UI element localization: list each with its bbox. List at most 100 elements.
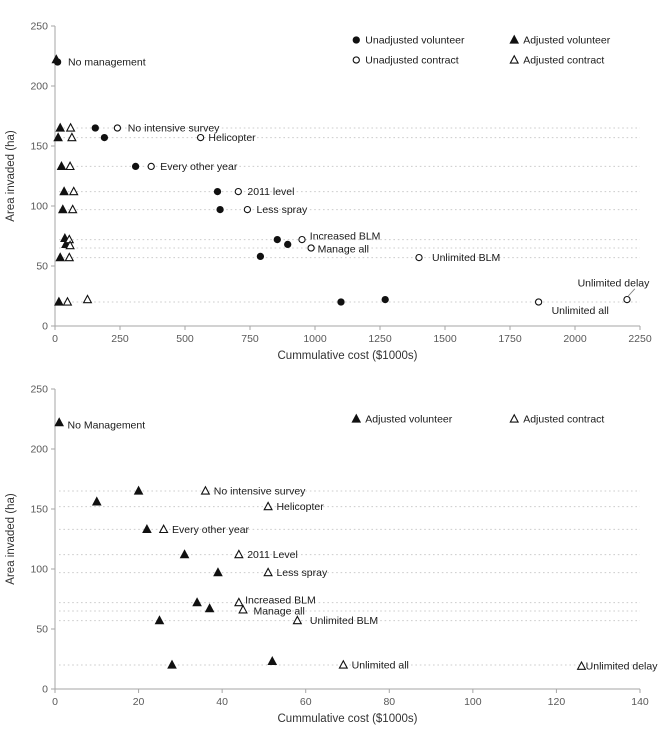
point-label: Unlimited BLM <box>432 252 500 264</box>
marker-triangle-open <box>292 615 303 625</box>
marker-circle-open <box>623 295 631 304</box>
marker-triangle-open <box>509 54 520 64</box>
marker-triangle-filled <box>59 186 69 196</box>
marker-triangle-open <box>200 485 211 495</box>
point-labels: No management No intensive surveyHelicopt… <box>68 57 650 317</box>
marker-triangle-open <box>62 296 73 306</box>
y-tick-label: 200 <box>30 444 48 456</box>
point-label: Increased BLM <box>310 231 381 243</box>
y-tick-label: 100 <box>30 201 48 213</box>
marker-triangle-open <box>65 122 76 132</box>
legend-label: Adjusted volunteer <box>365 414 452 426</box>
marker-triangle-filled <box>351 413 362 423</box>
marker-triangle-filled <box>133 485 144 495</box>
marker-triangle-filled <box>55 122 66 132</box>
marker-triangle-filled <box>56 161 67 171</box>
marker-circle-open <box>196 133 205 142</box>
x-tick-label: 1750 <box>498 333 522 345</box>
point-label: Helicopter <box>276 501 324 513</box>
marker-triangle-filled <box>53 132 63 142</box>
marker-circle-open <box>352 56 360 64</box>
marker-triangle-open <box>263 567 273 577</box>
axes: 0 50 100 150 200 250 0 20 40 60 80 100 120 140 <box>30 384 648 709</box>
point-label: Unlimited BLM <box>310 615 378 627</box>
legend: Adjusted volunteer Adjusted contract <box>351 413 604 426</box>
x-tick-label: 1250 <box>368 333 392 345</box>
marker-circle-filled <box>352 36 360 44</box>
marker-triangle-filled <box>54 417 64 427</box>
marker-circle-filled <box>381 295 389 304</box>
marker-triangle-filled <box>267 656 278 666</box>
point-label: Increased BLM <box>245 595 316 607</box>
point-labels: No Management No intensive survey Helicopt… <box>68 420 659 673</box>
legend-label: Unadjusted contract <box>365 55 458 67</box>
point-label: Unlimited delay <box>586 661 659 673</box>
x-tick-label: 20 <box>133 696 145 708</box>
marker-circle-filled <box>273 235 281 244</box>
x-tick-label: 250 <box>111 333 129 345</box>
legend-label: Adjusted contract <box>523 55 604 67</box>
point-label: No Management <box>68 420 146 432</box>
x-axis-title: Cummulative cost ($1000s) <box>278 350 418 362</box>
marker-circle-open <box>243 205 252 214</box>
y-tick-label: 0 <box>42 321 48 333</box>
marker-triangle-open <box>65 161 75 171</box>
x-tick-label: 2000 <box>563 333 587 345</box>
x-tick-label: 2250 <box>628 333 652 345</box>
marker-triangle-open <box>68 186 79 196</box>
marker-triangle-filled <box>55 252 66 262</box>
legend: Unadjusted volunteer Adjusted volunteer Un… <box>352 35 611 67</box>
marker-circle-filled <box>100 133 109 142</box>
point-label: 2011 level <box>247 186 294 198</box>
marker-circle-filled <box>213 187 222 196</box>
marker-triangle-filled <box>213 567 223 577</box>
marker-triangle-filled <box>142 524 152 534</box>
y-tick-label: 100 <box>30 564 48 576</box>
point-label: Helicopter <box>208 132 256 144</box>
row-leader-lines <box>59 127 640 303</box>
marker-triangle-filled <box>179 549 190 559</box>
marker-triangle-filled <box>204 603 215 613</box>
point-label: No intensive survey <box>128 123 220 135</box>
x-tick-label: 1000 <box>303 333 327 345</box>
row-leader-lines <box>59 490 640 666</box>
marker-circle-open <box>415 253 423 262</box>
marker-triangle-filled <box>91 496 102 506</box>
series-adjusted-volunteer <box>54 417 278 669</box>
x-tick-label: 40 <box>216 696 228 708</box>
marker-circle-open <box>234 187 242 196</box>
marker-circle-filled <box>91 124 99 132</box>
marker-circle-filled <box>216 205 224 214</box>
point-label: Unlimited all <box>552 305 609 317</box>
point-label: Unlimited all <box>352 660 409 672</box>
y-tick-label: 50 <box>36 624 48 636</box>
point-label: Manage all <box>318 244 369 256</box>
marker-triangle-open <box>234 549 244 559</box>
marker-triangle-filled <box>57 204 68 214</box>
point-label: No management <box>68 57 146 69</box>
point-label: 2011 Level <box>247 549 298 561</box>
series-unadjusted-contract <box>113 124 631 306</box>
marker-circle-filled <box>337 298 345 306</box>
marker-circle-filled <box>256 252 265 261</box>
marker-circle-open <box>298 235 306 244</box>
y-tick-label: 0 <box>42 684 48 696</box>
marker-triangle-open <box>65 240 75 250</box>
marker-triangle-open <box>338 659 349 669</box>
x-tick-label: 120 <box>548 696 566 708</box>
marker-triangle-filled <box>51 54 62 64</box>
marker-circle-open <box>147 162 155 171</box>
point-label: Manage all <box>253 606 304 618</box>
x-tick-label: 0 <box>52 333 58 345</box>
label-leader-line <box>627 288 636 297</box>
series-adjusted-contract <box>158 485 587 670</box>
marker-triangle-open <box>238 604 248 614</box>
marker-triangle-open <box>158 524 169 534</box>
y-tick-label: 250 <box>30 21 48 33</box>
y-tick-label: 200 <box>30 81 48 93</box>
marker-triangle-open <box>82 294 93 304</box>
y-tick-label: 150 <box>30 504 48 516</box>
point-label: Less spray <box>276 567 328 579</box>
legend-label: Adjusted contract <box>523 414 604 426</box>
y-tick-label: 50 <box>36 261 48 273</box>
